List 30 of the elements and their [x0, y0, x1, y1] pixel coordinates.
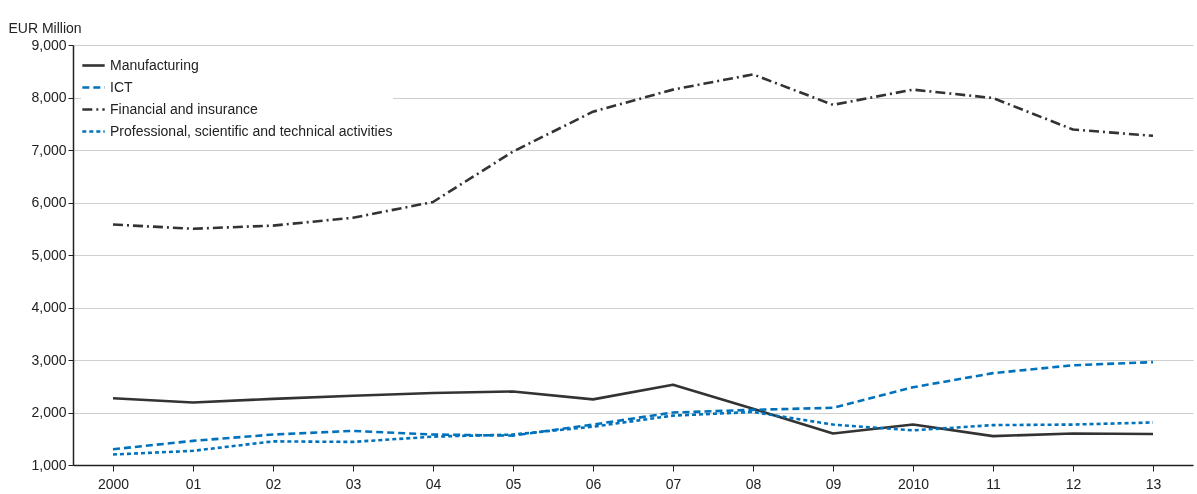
- line-series: [111, 73, 1155, 231]
- line-series: [111, 383, 1155, 438]
- y-tick-label: 6,000: [31, 194, 67, 210]
- x-tick-label: 2010: [897, 475, 930, 492]
- y-tick-label: 8,000: [31, 89, 67, 105]
- x-tick-label: 05: [505, 475, 522, 492]
- y-tick-label: 4,000: [31, 299, 67, 315]
- x-tick-label: 01: [185, 475, 202, 492]
- legend-label: Professional, scientific and technical activities: [110, 122, 393, 139]
- legend-label: Manufacturing: [110, 56, 199, 73]
- y-tick-label: 3,000: [31, 351, 67, 368]
- x-tick-label: 11: [986, 475, 1001, 492]
- legend-label: ICT: [110, 78, 133, 95]
- y-tick-label: 9,000: [31, 36, 67, 53]
- y-tick-label: 1,000: [31, 456, 67, 473]
- x-tick-label: 07: [665, 475, 682, 492]
- x-tick-label: 13: [1145, 475, 1162, 492]
- x-tick-label: 04: [425, 475, 442, 492]
- x-tick-label: 02: [265, 475, 282, 492]
- y-tick-label: 2,000: [31, 404, 67, 420]
- x-tick-label: 03: [345, 475, 362, 492]
- y-tick-label: 5,000: [31, 246, 67, 263]
- legend-label: Financial and insurance: [110, 100, 259, 117]
- y-tick-label: 7,000: [31, 141, 67, 158]
- x-tick-label: 2000: [97, 475, 130, 492]
- x-tick-label: 09: [825, 475, 842, 492]
- x-tick-label: 08: [745, 475, 762, 492]
- y-axis-title: EUR Million: [8, 19, 82, 36]
- x-tick-label: 06: [585, 475, 602, 492]
- x-tick-label: 12: [1065, 475, 1082, 492]
